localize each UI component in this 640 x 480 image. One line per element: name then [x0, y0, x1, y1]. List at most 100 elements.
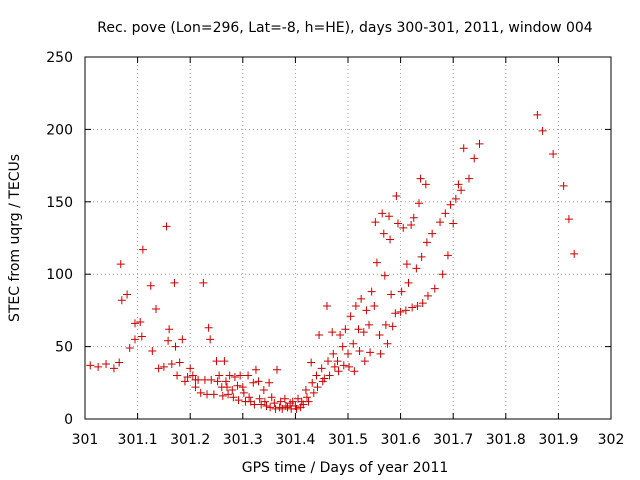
- data-point: [365, 320, 374, 329]
- data-point: [404, 278, 413, 287]
- grid: [85, 57, 611, 419]
- data-point: [288, 397, 297, 406]
- data-point: [292, 404, 301, 413]
- data-point: [130, 319, 139, 328]
- data-point: [225, 371, 234, 380]
- data-point: [392, 192, 401, 201]
- data-point: [470, 154, 479, 163]
- data-point: [271, 404, 280, 413]
- y-tick-label: 200: [46, 122, 73, 138]
- y-tick-label: 100: [46, 267, 73, 283]
- data-point: [234, 396, 243, 405]
- data-point: [224, 390, 233, 399]
- data-point: [412, 264, 421, 273]
- data-point: [302, 393, 311, 402]
- data-point: [173, 371, 182, 380]
- data-point: [251, 365, 260, 374]
- data-point: [270, 399, 279, 408]
- data-point: [309, 388, 318, 397]
- data-point: [308, 378, 317, 387]
- data-point: [196, 388, 205, 397]
- x-axis-label: GPS time / Days of year 2011: [242, 460, 449, 476]
- data-point: [212, 357, 221, 366]
- data-point: [457, 186, 466, 195]
- data-point: [397, 287, 406, 296]
- data-point: [194, 375, 203, 384]
- data-point: [130, 335, 139, 344]
- data-point: [317, 364, 326, 373]
- data-point: [324, 357, 333, 366]
- data-point: [409, 213, 418, 222]
- data-point: [430, 284, 439, 293]
- data-point: [125, 344, 134, 353]
- data-point: [533, 110, 542, 119]
- data-point: [387, 290, 396, 299]
- data-point: [345, 362, 354, 371]
- data-point: [370, 302, 379, 311]
- data-point: [315, 331, 324, 340]
- data-point: [416, 174, 425, 183]
- data-point: [475, 139, 484, 148]
- x-tick-label: 302: [598, 432, 625, 448]
- data-point: [372, 258, 381, 267]
- data-point: [272, 365, 281, 374]
- data-point: [178, 335, 187, 344]
- data-point: [391, 309, 400, 318]
- data-point: [393, 219, 402, 228]
- data-point: [199, 278, 208, 287]
- data-point: [366, 348, 375, 357]
- data-point: [254, 377, 263, 386]
- data-point: [421, 180, 430, 189]
- data-points: [86, 110, 579, 413]
- data-point: [386, 235, 395, 244]
- data-point: [454, 180, 463, 189]
- data-point: [538, 126, 547, 135]
- data-point: [362, 306, 371, 315]
- data-point: [564, 215, 573, 224]
- data-point: [375, 331, 384, 340]
- data-point: [209, 390, 218, 399]
- data-point: [280, 394, 289, 403]
- data-point: [152, 304, 161, 313]
- x-tick-label: 301.3: [223, 432, 263, 448]
- data-point: [116, 260, 125, 269]
- data-point: [339, 361, 348, 370]
- data-point: [371, 218, 380, 227]
- data-point: [325, 371, 334, 380]
- data-point: [191, 383, 200, 392]
- data-point: [307, 358, 316, 367]
- data-point: [301, 386, 310, 395]
- x-tick-label: 301.6: [381, 432, 421, 448]
- data-point: [171, 342, 180, 351]
- data-point: [238, 383, 247, 392]
- data-point: [239, 388, 248, 397]
- data-point: [265, 378, 274, 387]
- data-point: [380, 271, 389, 280]
- axis-ticks: 301 301.1 301.2 301.3 301.4 301.5 301.6 301.7 30…: [46, 50, 624, 448]
- data-point: [381, 320, 390, 329]
- data-point: [464, 174, 473, 183]
- data-point: [417, 252, 426, 261]
- data-point: [413, 302, 422, 311]
- data-point: [408, 303, 417, 312]
- y-tick-label: 50: [55, 340, 73, 356]
- x-tick-label: 301.2: [170, 432, 210, 448]
- data-point: [449, 219, 458, 228]
- data-point: [183, 373, 192, 382]
- data-point: [328, 328, 337, 337]
- data-point: [443, 251, 452, 260]
- data-point: [388, 322, 397, 331]
- data-point: [215, 371, 224, 380]
- y-tick-label: 150: [46, 195, 73, 211]
- data-point: [559, 181, 568, 190]
- data-point: [165, 325, 174, 334]
- data-point: [262, 401, 271, 410]
- data-point: [164, 336, 173, 345]
- data-point: [333, 357, 342, 366]
- data-point: [422, 238, 431, 247]
- data-point: [154, 364, 163, 373]
- data-point: [186, 364, 195, 373]
- data-point: [250, 400, 259, 409]
- x-tick-label: 301: [72, 432, 99, 448]
